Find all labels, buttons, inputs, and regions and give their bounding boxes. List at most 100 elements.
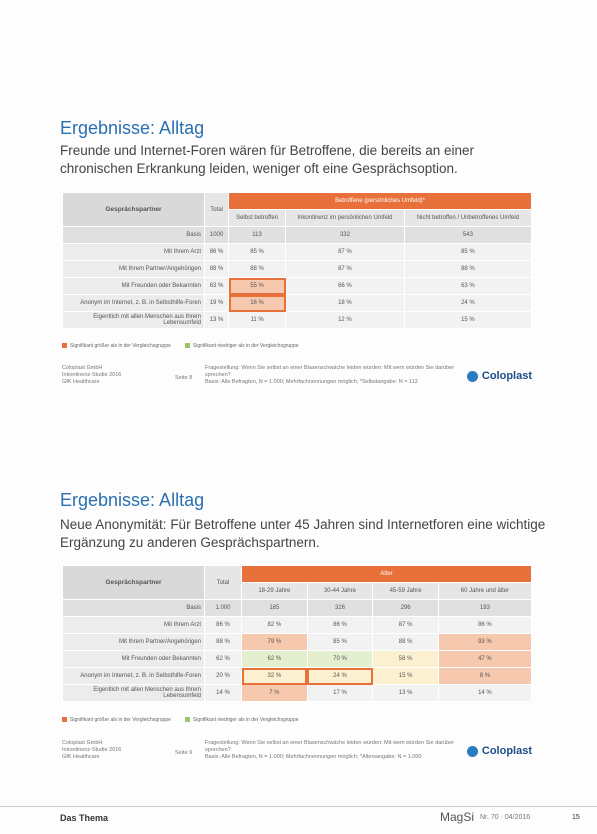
cell-value: 87 % bbox=[285, 260, 405, 278]
row-label: Anonym im Internet, z. B. in Selbsthilfe… bbox=[62, 667, 205, 685]
table-row: Eigentlich mit allen Menschen aus Ihrem … bbox=[62, 684, 533, 702]
page-footer: Das Thema MagSi Nr. 70 · 04/2016 15 bbox=[0, 806, 597, 827]
cell-value: 18 % bbox=[285, 294, 405, 312]
cell-value: 58 % bbox=[372, 650, 439, 668]
footnote: Fragestellung: Wenn Sie selbst an einer … bbox=[205, 365, 455, 385]
cell-value: 88 % bbox=[372, 633, 439, 651]
cell-value: 47 % bbox=[437, 650, 533, 668]
slide-title: Ergebnisse: Alltag bbox=[60, 118, 205, 138]
table-row: Mit Ihrem Arzt 86 % 85 % 87 % 85 % bbox=[62, 243, 533, 261]
row-label: Basis bbox=[62, 599, 205, 617]
cell-value: 16 % bbox=[228, 294, 287, 312]
cell-value: 85 % bbox=[403, 243, 533, 261]
cell-value: 88 % bbox=[228, 260, 287, 278]
section: Das Thema bbox=[60, 813, 109, 823]
table-row: Basis 1.000 185 326 296 193 bbox=[62, 599, 533, 617]
cell-value: 543 bbox=[403, 226, 533, 244]
cell-value: 86 % bbox=[203, 616, 243, 634]
table-row: Mit Freunden oder Bekannten 62 % 62 % 70 % 5… bbox=[62, 650, 533, 668]
cell-value: 32 % bbox=[241, 667, 308, 685]
cell-value: 193 bbox=[437, 599, 533, 617]
cell-value: 62 % bbox=[241, 650, 308, 668]
page-number: 15 bbox=[572, 814, 580, 821]
row-label: Eigentlich mit allen Menschen aus Ihrem … bbox=[62, 311, 205, 329]
source: Coloplast GmbH Inkontinenz-Studie 2016 G… bbox=[62, 740, 122, 760]
group-header: Betroffene (persönliches Umfeld)* bbox=[228, 192, 532, 210]
table-row: Eigentlich mit allen Menschen aus Ihrem … bbox=[62, 311, 533, 329]
slide-page: Seite 9 bbox=[175, 750, 193, 756]
header-row: Gesprächspartner Total Betroffene (persönl… bbox=[62, 192, 532, 227]
source: Coloplast GmbH Inkontinenz-Studie 2016 G… bbox=[62, 365, 122, 385]
legend-item: Signifikant niedriger als in der Verglei… bbox=[184, 343, 299, 349]
total-header: Total bbox=[203, 565, 243, 600]
cell-value: 7 % bbox=[241, 684, 308, 702]
results-table: Gesprächspartner Total Alter 18-29 Jahre 30-… bbox=[62, 565, 533, 702]
legend-item: Signifikant größer als in der Vergleichs… bbox=[62, 717, 171, 723]
row-label: Mit Freunden oder Bekannten bbox=[62, 277, 205, 295]
cell-value: 82 % bbox=[241, 616, 308, 634]
column-header: Selbst betroffen bbox=[228, 209, 287, 227]
cell-value: 15 % bbox=[403, 311, 533, 329]
cell-value: 113 bbox=[228, 226, 287, 244]
cell-value: 8 % bbox=[437, 667, 533, 685]
table-row: Basis 1000 113 332 543 bbox=[62, 226, 533, 244]
cell-value: 11 % bbox=[228, 311, 287, 329]
cell-value: 17 % bbox=[306, 684, 374, 702]
results-table: Gesprächspartner Total Betroffene (persönl… bbox=[62, 192, 533, 329]
cell-value: 85 % bbox=[228, 243, 287, 261]
cell-value: 93 % bbox=[437, 633, 533, 651]
cell-value: 63 % bbox=[403, 277, 533, 295]
corner-header: Gesprächspartner bbox=[62, 192, 205, 227]
cell-value: 88 % bbox=[203, 633, 243, 651]
issue: Nr. 70 · 04/2016 bbox=[480, 814, 531, 821]
legend-text: Signifikant niedriger als in der Verglei… bbox=[192, 717, 299, 723]
cell-value: 86 % bbox=[203, 243, 230, 261]
slide-subtitle: Freunde und Internet-Foren wären für Bet… bbox=[60, 143, 474, 176]
table-row: Mit Ihrem Partner/Angehörigen 88 % 88 % 87 … bbox=[62, 260, 533, 278]
legend-swatch bbox=[184, 717, 190, 723]
cell-value: 24 % bbox=[403, 294, 533, 312]
cell-value: 185 bbox=[241, 599, 308, 617]
header-row: 18-29 Jahre 30-44 Jahre 45-59 Jahre 60 Jahr… bbox=[63, 582, 533, 600]
footnote: Fragestellung: Wenn Sie selbst an einer … bbox=[205, 740, 455, 760]
cell-value: 20 % bbox=[203, 667, 243, 685]
cell-value: 63 % bbox=[203, 277, 230, 295]
table-row: Anonym im Internet, z. B. in Selbsthilfe… bbox=[62, 667, 533, 685]
logo-text: Coloplast bbox=[481, 745, 532, 757]
cell-value: 332 bbox=[285, 226, 405, 244]
cell-value: 87 % bbox=[372, 616, 439, 634]
cell-value: 1.000 bbox=[203, 599, 243, 617]
cell-value: 87 % bbox=[285, 243, 405, 261]
cell-value: 1000 bbox=[203, 226, 230, 244]
row-label: Eigentlich mit allen Menschen aus Ihrem … bbox=[62, 684, 205, 702]
cell-value: 15 % bbox=[372, 667, 439, 685]
total-header: Total bbox=[203, 192, 230, 227]
cell-value: 13 % bbox=[203, 311, 230, 329]
column-header: Inkontinenz im persönlichen Umfeld bbox=[285, 209, 405, 227]
logo-text: Coloplast bbox=[481, 370, 532, 382]
row-label: Mit Ihrem Partner/Angehörigen bbox=[62, 260, 205, 278]
cell-value: 14 % bbox=[203, 684, 243, 702]
row-label: Anonym im Internet, z. B. in Selbsthilfe… bbox=[62, 294, 205, 312]
magazine: MagSi bbox=[440, 810, 475, 824]
cell-value: 79 % bbox=[241, 633, 308, 651]
row-label: Basis bbox=[62, 226, 205, 244]
row-label: Mit Freunden oder Bekannten bbox=[62, 650, 205, 668]
cell-value: 13 % bbox=[372, 684, 439, 702]
legend: Signifikant größer als in der Vergleichs… bbox=[62, 717, 299, 723]
legend-text: Signifikant niedriger als in der Verglei… bbox=[192, 343, 299, 349]
cell-value: 86 % bbox=[437, 616, 533, 634]
row-label: Mit Ihrem Arzt bbox=[62, 243, 205, 261]
slide-page: Seite 8 bbox=[175, 375, 193, 381]
legend-swatch bbox=[62, 717, 67, 723]
table-row: Mit Freunden oder Bekannten 63 % 55 % 66 % 6… bbox=[62, 277, 533, 295]
cell-value: 62 % bbox=[203, 650, 243, 668]
logo: Coloplast bbox=[466, 745, 532, 757]
cell-value: 55 % bbox=[228, 277, 287, 295]
table-row: Mit Ihrem Arzt 86 % 82 % 86 % 87 % 86 % bbox=[62, 616, 533, 634]
cell-value: 19 % bbox=[203, 294, 230, 312]
group-header: Alter bbox=[241, 565, 532, 583]
cell-value: 85 % bbox=[306, 633, 374, 651]
